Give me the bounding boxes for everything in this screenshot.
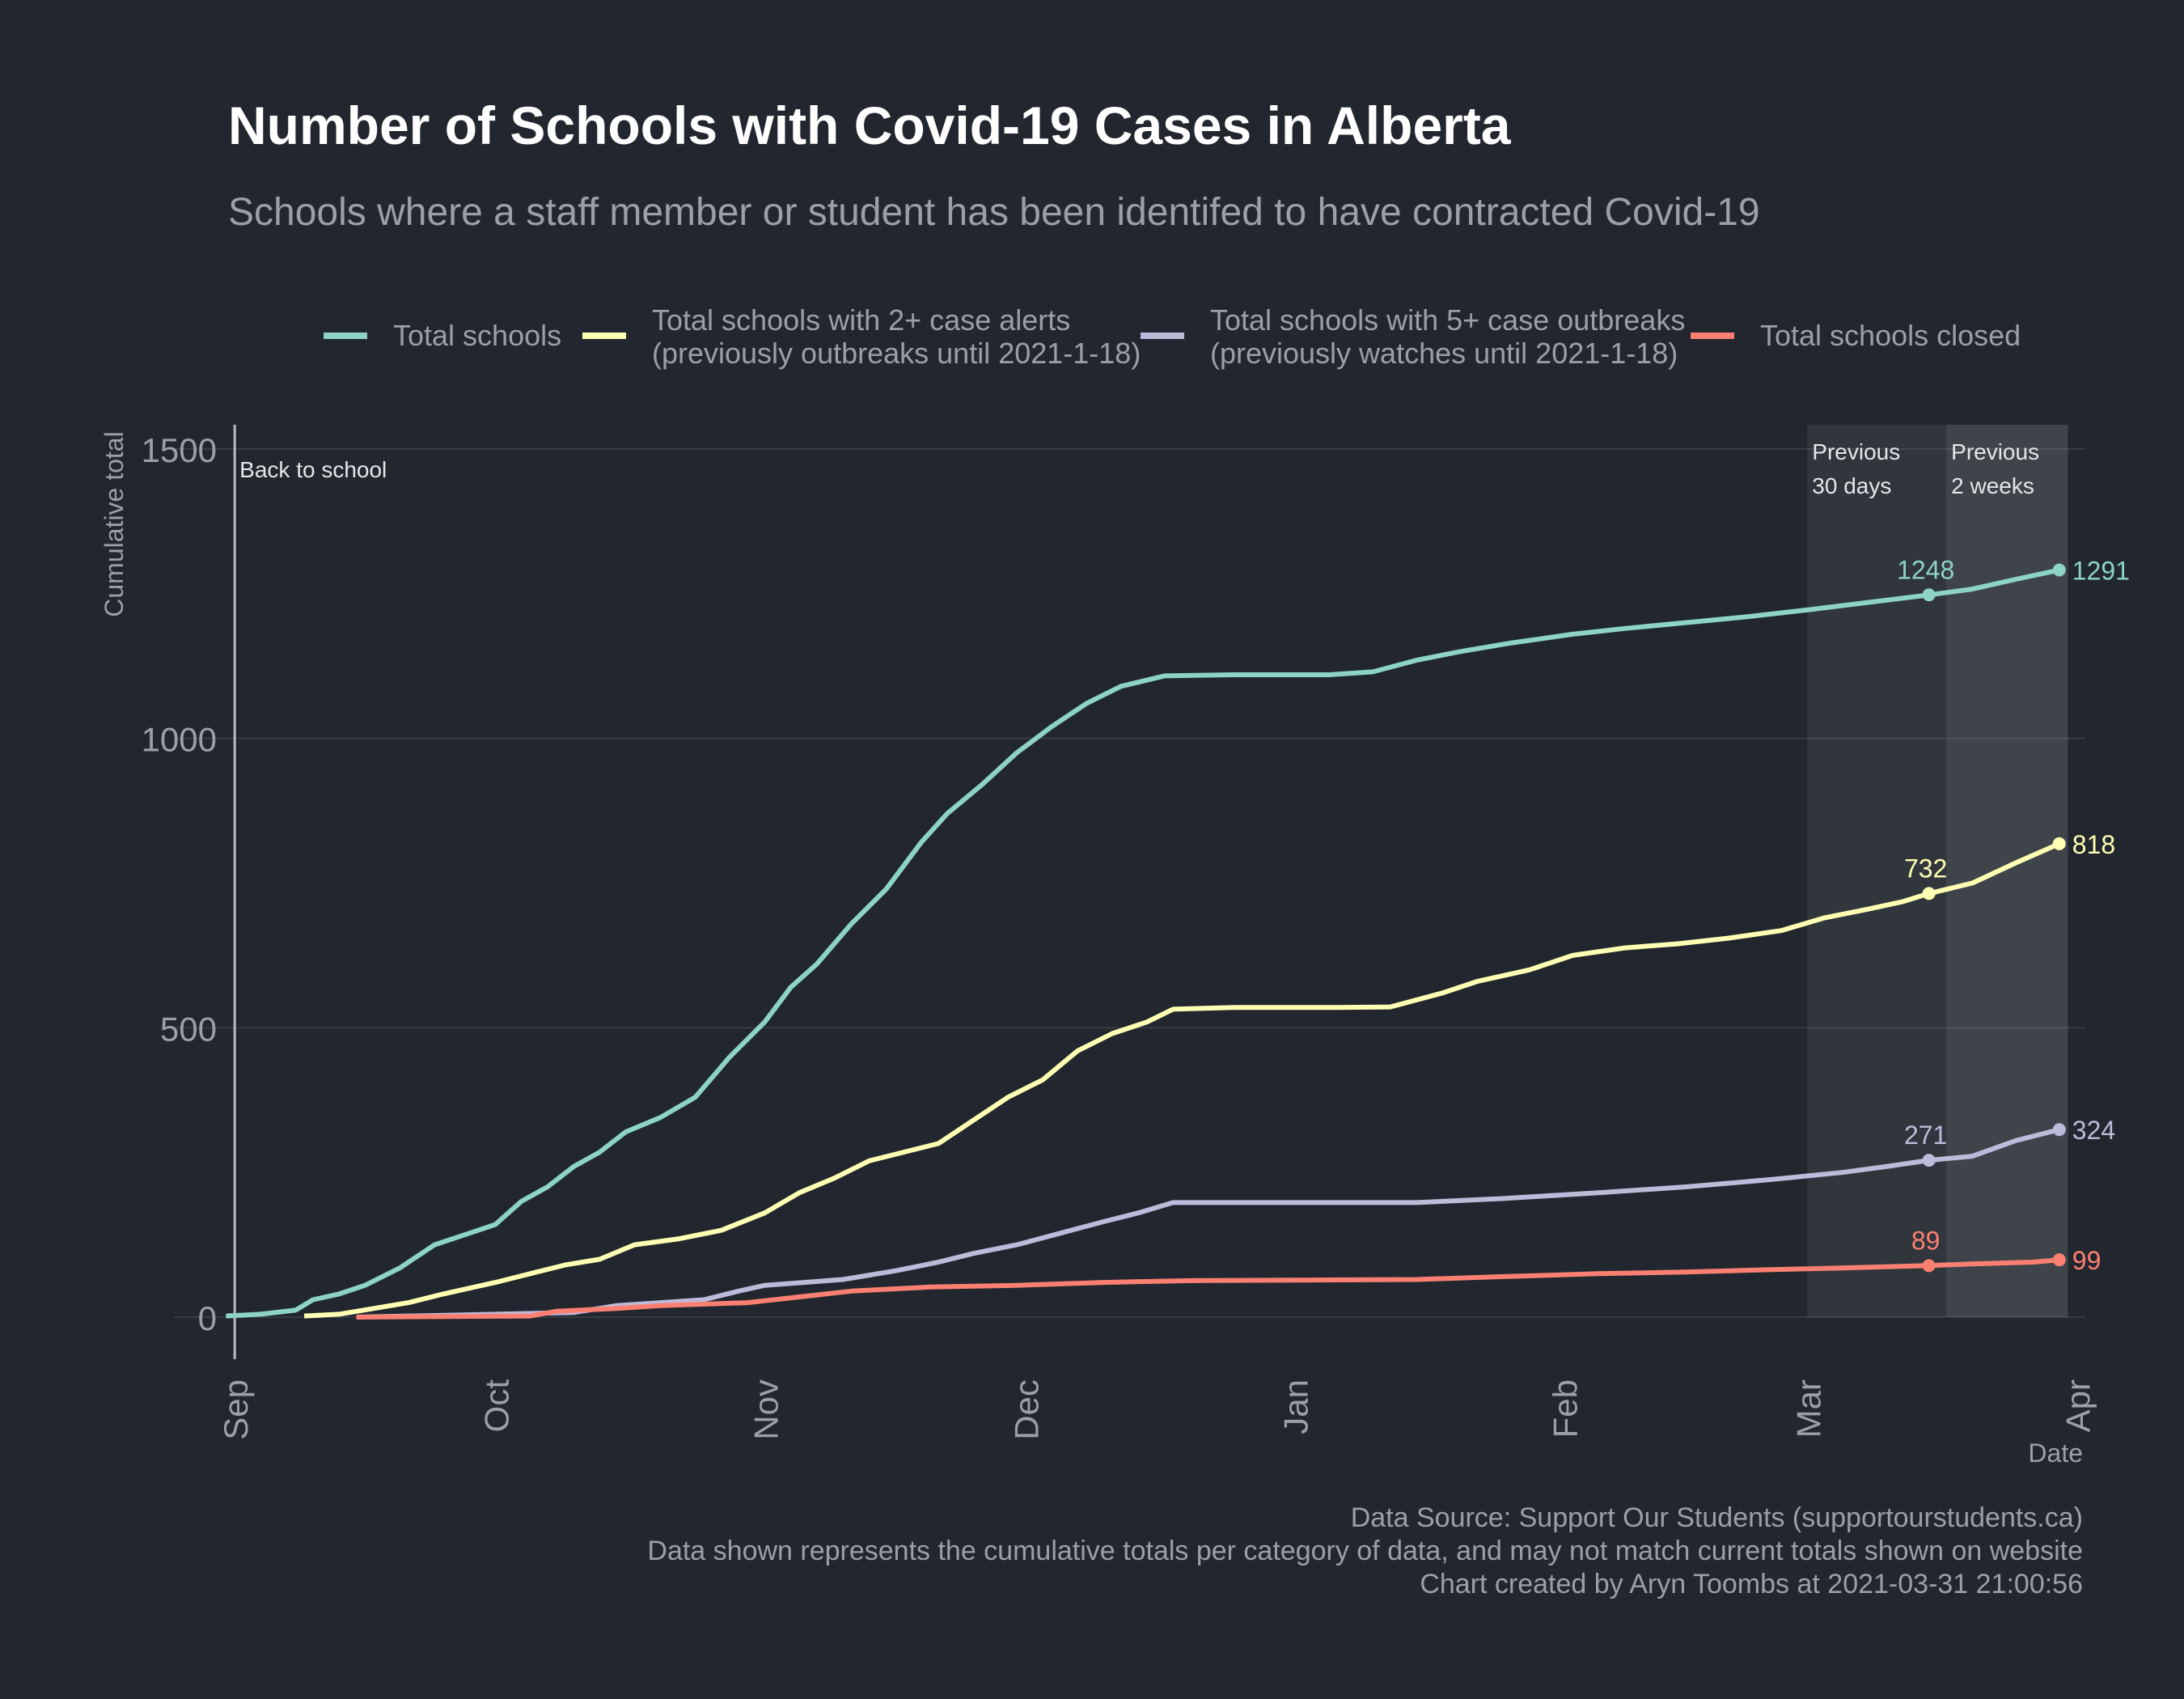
data-point [1922, 1154, 1936, 1167]
caption: Data Source: Support Our Students (suppo… [647, 1502, 2083, 1599]
x-tick-label: Dec [1008, 1379, 1046, 1440]
legend-label: Total schools with 5+ case outbreaks [1210, 303, 1685, 337]
y-axis-label: Cumulative total [99, 431, 129, 616]
legend-label: (previously watches until 2021-1-18) [1210, 337, 1678, 370]
x-tick-label: Feb [1547, 1379, 1585, 1438]
series-line [226, 567, 2060, 1319]
back-to-school-label: Back to school [239, 457, 387, 482]
caption-line: Data Source: Support Our Students (suppo… [1351, 1502, 2083, 1533]
caption-line: Data shown represents the cumulative tot… [647, 1536, 2083, 1566]
legend-label: Total schools [393, 319, 561, 352]
chart-title: Number of Schools with Covid-19 Cases in… [228, 95, 1512, 155]
highlight-band [1946, 425, 2068, 1317]
data-label: 271 [1904, 1121, 1947, 1150]
data-point [1922, 887, 1936, 900]
data-label: 324 [2072, 1116, 2115, 1145]
data-point [2052, 837, 2066, 850]
y-tick-label: 1500 [142, 431, 217, 469]
y-tick-label: 0 [198, 1299, 217, 1337]
series-line [303, 841, 2061, 1319]
chart-subtitle: Schools where a staff member or student … [228, 191, 1760, 234]
data-label: 732 [1904, 854, 1947, 883]
data-label: 99 [2072, 1246, 2101, 1275]
data-point [1922, 588, 1936, 602]
data-label: 89 [1911, 1226, 1941, 1255]
x-tick-label: Mar [1789, 1379, 1827, 1438]
data-label: 1248 [1897, 555, 1954, 584]
data-point [2052, 563, 2066, 577]
x-axis-label: Date [2028, 1438, 2083, 1468]
plot-area: 0 500 1000 1500 Previous 30 days Previous 2 wee… [142, 425, 2130, 1440]
x-tick-label: Apr [2059, 1379, 2097, 1432]
series-line [356, 1257, 2060, 1320]
data-label: 1291 [2072, 557, 2130, 586]
x-tick-label: Nov [747, 1379, 785, 1440]
highlight-band [1807, 425, 2068, 1317]
x-tick-label: Jan [1277, 1379, 1315, 1434]
caption-line: Chart created by Aryn Toombs at 2021-03-… [1420, 1569, 2083, 1599]
data-point [1922, 1259, 1936, 1273]
y-tick-label: 1000 [142, 721, 217, 759]
legend: Total schools Total schools with 2+ case … [324, 303, 2021, 370]
x-tick-label: Sep [217, 1379, 255, 1440]
band-label: 2 weeks [1951, 473, 2034, 498]
data-point [2052, 1123, 2066, 1137]
series-line [356, 1127, 2060, 1320]
legend-label: Total schools with 2+ case alerts [652, 303, 1070, 337]
legend-label: Total schools closed [1760, 319, 2021, 352]
x-tick-label: Oct [477, 1379, 515, 1433]
band-label: Previous [1812, 439, 1900, 464]
y-tick-label: 500 [160, 1010, 217, 1048]
data-label: 818 [2072, 830, 2115, 859]
band-label: 30 days [1812, 473, 1891, 498]
legend-label: (previously outbreaks until 2021-1-18) [652, 337, 1141, 370]
data-point [2052, 1253, 2066, 1267]
band-label: Previous [1951, 439, 2039, 464]
